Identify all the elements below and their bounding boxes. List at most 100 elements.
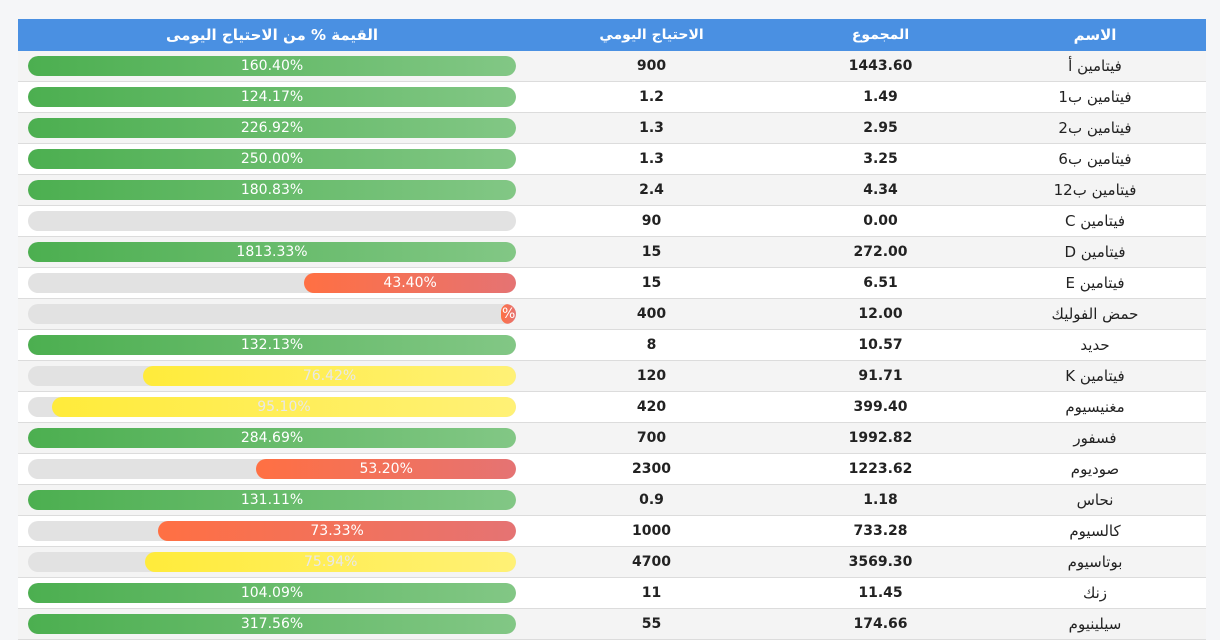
nutrient-name: فيتامين D <box>1064 243 1126 261</box>
table-row: نحاس 1.18 0.9 131.11% <box>18 485 1206 516</box>
percent-cell: 95.10% <box>18 397 526 417</box>
percent-cell: 131.11% <box>18 490 526 510</box>
progress-bar-fill: 131.11% <box>28 490 516 510</box>
percent-cell: 250.00% <box>18 149 526 169</box>
table-row: حمض الفوليك 12.00 400% <box>18 299 1206 330</box>
nutrient-daily-need: 2300 <box>632 461 671 477</box>
nutrient-total: 1443.60 <box>848 58 913 74</box>
nutrient-daily-need: 8 <box>646 337 657 353</box>
table-row: فيتامين E 6.51 15 43.40% <box>18 268 1206 299</box>
nutrient-total: 4.34 <box>863 182 898 198</box>
percent-cell: 104.09% <box>18 583 526 603</box>
nutrient-daily-need: 420 <box>636 399 667 415</box>
percent-cell: 75.94% <box>18 552 526 572</box>
progress-bar-fill: 76.42% <box>143 366 516 386</box>
table-row: حديد 10.57 8 132.13% <box>18 330 1206 361</box>
percent-cell: 180.83% <box>18 180 526 200</box>
nutrient-daily-need: 15 <box>641 244 662 260</box>
progress-bar-fill: 1813.33% <box>28 242 516 262</box>
progress-bar-track: 104.09% <box>28 583 516 603</box>
nutrient-name: فيتامين C <box>1064 212 1126 230</box>
progress-bar-track: 180.83% <box>28 180 516 200</box>
nutrient-total: 1.49 <box>863 89 898 105</box>
progress-bar-fill: 250.00% <box>28 149 516 169</box>
nutrient-total: 272.00 <box>853 244 908 260</box>
nutrient-name: فيتامين ب6 <box>1058 150 1132 168</box>
table-row: فسفور 1992.82 700 284.69% <box>18 423 1206 454</box>
nutrient-total: 1223.62 <box>848 461 913 477</box>
percent-cell: 124.17% <box>18 87 526 107</box>
nutrient-total: 1.18 <box>863 492 898 508</box>
nutrient-daily-need: 11 <box>641 585 662 601</box>
nutrient-total: 733.28 <box>853 523 908 539</box>
nutrient-name: حديد <box>1080 336 1110 354</box>
nutrient-total: 6.51 <box>863 275 898 291</box>
nutrient-daily-need: 55 <box>641 616 662 632</box>
table-row: فيتامين D 272.00 15 1813.33% <box>18 237 1206 268</box>
progress-bar-fill: 73.33% <box>158 521 516 541</box>
header-name[interactable]: الاسم <box>1073 26 1117 44</box>
progress-bar-track: 226.92% <box>28 118 516 138</box>
percent-cell: 53.20% <box>18 459 526 479</box>
progress-bar-track: 43.40% <box>28 273 516 293</box>
nutrient-name: نحاس <box>1076 491 1114 509</box>
nutrient-name: فيتامين ب12 <box>1053 181 1137 199</box>
percent-cell: % <box>18 304 526 324</box>
percent-cell: 317.56% <box>18 614 526 634</box>
nutrient-name: فيتامين ب1 <box>1058 88 1132 106</box>
table-row: فيتامين K 91.71 120 76.42% <box>18 361 1206 392</box>
percent-cell: 73.33% <box>18 521 526 541</box>
header-daily-need[interactable]: الاحتياج اليومي <box>599 27 704 43</box>
nutrient-daily-need: 400 <box>636 306 667 322</box>
progress-bar-track: 95.10% <box>28 397 516 417</box>
nutrient-name: بوتاسيوم <box>1067 553 1123 571</box>
table-row: فيتامين C 0.00 90 <box>18 206 1206 237</box>
percent-cell <box>18 211 526 231</box>
table-body: فيتامين أ 1443.60 900 160.40% فيتامين ب1 1.49… <box>18 51 1206 640</box>
table-row: فيتامين ب1 1.49 1.2 124.17% <box>18 82 1206 113</box>
nutrient-name: حمض الفوليك <box>1051 305 1139 323</box>
progress-bar-track: 132.13% <box>28 335 516 355</box>
table-header-row: الاسم المجموع الاحتياج اليومي القيمة % م… <box>18 19 1206 51</box>
nutrient-name: زنك <box>1082 584 1108 602</box>
nutrient-name: صوديوم <box>1070 460 1120 478</box>
table-row: سيلينيوم 174.66 55 317.56% <box>18 609 1206 640</box>
progress-bar-fill: 226.92% <box>28 118 516 138</box>
nutrient-total: 399.40 <box>853 399 908 415</box>
nutrient-daily-need: 90 <box>641 213 662 229</box>
progress-bar-track: 75.94% <box>28 552 516 572</box>
nutrient-name: فيتامين K <box>1065 367 1125 385</box>
table-row: كالسيوم 733.28 1000 73.33% <box>18 516 1206 547</box>
nutrient-name: فيتامين E <box>1065 274 1125 292</box>
nutrient-daily-need: 900 <box>636 58 667 74</box>
nutrient-daily-need: 4700 <box>632 554 671 570</box>
progress-bar-fill: 104.09% <box>28 583 516 603</box>
table-row: فيتامين ب2 2.95 1.3 226.92% <box>18 113 1206 144</box>
header-total[interactable]: المجموع <box>851 27 910 43</box>
progress-bar-fill: 284.69% <box>28 428 516 448</box>
progress-bar-fill: % <box>501 304 516 324</box>
progress-bar-track: % <box>28 304 516 324</box>
nutrient-daily-need: 1.3 <box>639 151 664 167</box>
nutrient-name: فيتامين ب2 <box>1058 119 1132 137</box>
nutrient-total: 12.00 <box>858 306 903 322</box>
progress-bar-track: 76.42% <box>28 366 516 386</box>
table-row: مغنيسيوم 399.40 420 95.10% <box>18 392 1206 423</box>
percent-cell: 284.69% <box>18 428 526 448</box>
nutrient-daily-need: 0.9 <box>639 492 664 508</box>
nutrient-name: كالسيوم <box>1069 522 1121 540</box>
progress-bar-track <box>28 211 516 231</box>
progress-bar-fill: 160.40% <box>28 56 516 76</box>
table-row: فيتامين ب12 4.34 2.4 180.83% <box>18 175 1206 206</box>
progress-bar-track: 160.40% <box>28 56 516 76</box>
percent-cell: 76.42% <box>18 366 526 386</box>
table-row: بوتاسيوم 3569.30 4700 75.94% <box>18 547 1206 578</box>
nutrient-total: 2.95 <box>863 120 898 136</box>
progress-bar-fill: 75.94% <box>145 552 516 572</box>
nutrient-total: 3569.30 <box>848 554 913 570</box>
header-percent[interactable]: القيمة % من الاحتياج اليومى <box>165 26 379 44</box>
table-row: فيتامين ب6 3.25 1.3 250.00% <box>18 144 1206 175</box>
progress-bar-track: 73.33% <box>28 521 516 541</box>
nutrient-daily-need: 2.4 <box>639 182 664 198</box>
nutrient-total: 10.57 <box>858 337 903 353</box>
